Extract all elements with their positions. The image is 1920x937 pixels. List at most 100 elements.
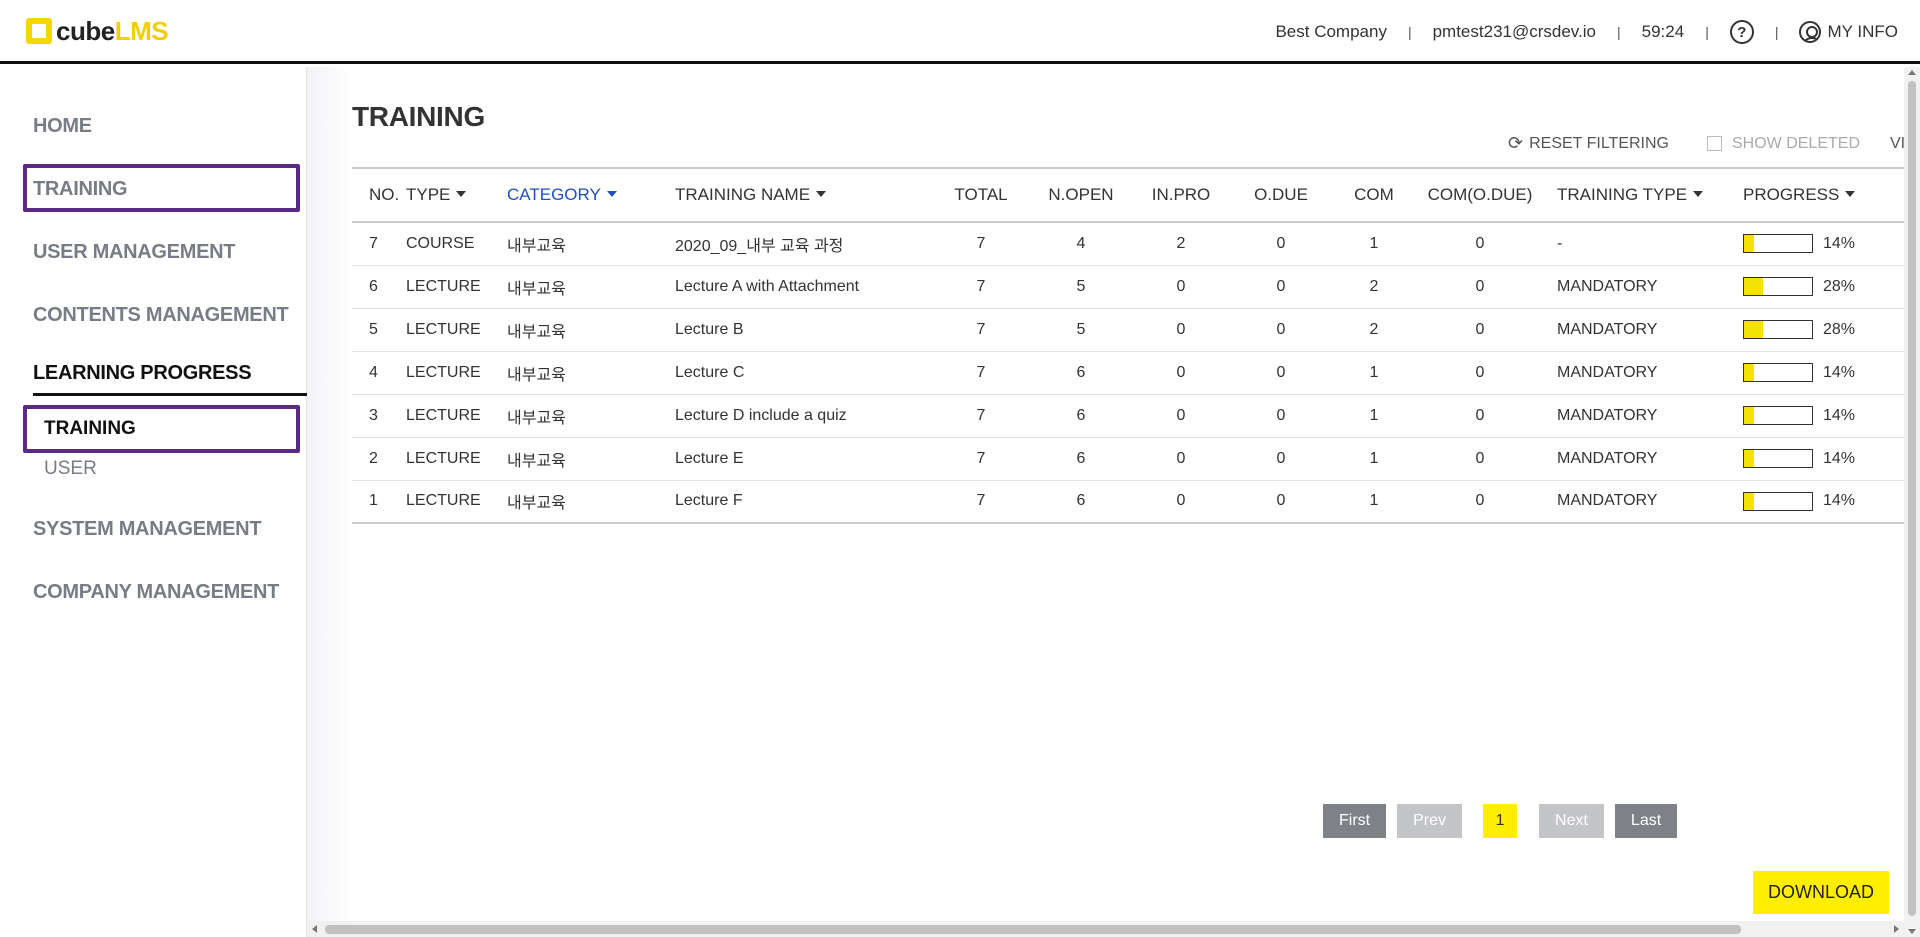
cell-total: 7 — [976, 492, 986, 510]
scroll-left-arrow-icon[interactable] — [312, 925, 317, 933]
table-row[interactable]: 2 LECTURE 내부교육 Lecture E 7 6 0 0 1 0 MANDATORY 14% — [352, 437, 1904, 480]
cell-no: 2 — [369, 449, 378, 467]
cell-o-due: 0 — [1276, 234, 1286, 252]
cell-category: 내부교육 — [507, 237, 566, 255]
cell-category: 내부교육 — [507, 366, 566, 384]
sidebar-item-contents-management[interactable]: CONTENTS MANAGEMENT — [33, 304, 289, 326]
cell-type: LECTURE — [406, 277, 481, 295]
cell-training-name[interactable]: Lecture A with Attachment — [675, 277, 860, 295]
progress-bar-fill — [1744, 235, 1754, 253]
cell-no: 1 — [369, 492, 378, 510]
cell-training-name[interactable]: Lecture E — [675, 449, 744, 467]
scroll-up-arrow-icon[interactable] — [1908, 70, 1916, 75]
cubelms-logo[interactable]: cubeLMS — [26, 16, 169, 46]
show-deleted-checkbox[interactable] — [1706, 136, 1722, 151]
view-option-truncated[interactable]: VI — [1890, 134, 1904, 152]
horizontal-scroll-thumb[interactable] — [325, 925, 1741, 934]
cell-progress: 14% — [1728, 351, 1904, 394]
cell-training-name[interactable]: Lecture C — [675, 363, 745, 381]
caret-down-icon[interactable] — [456, 190, 467, 197]
cell-n-open: 6 — [1076, 492, 1086, 510]
horizontal-scrollbar[interactable] — [307, 921, 1904, 937]
caret-down-icon[interactable] — [606, 190, 617, 197]
cell-in-pro: 0 — [1176, 277, 1186, 295]
my-info-label: MY INFO — [1827, 22, 1898, 41]
progress-bar — [1743, 406, 1813, 425]
caret-down-icon[interactable] — [1693, 190, 1704, 197]
sidebar-item-company-management[interactable]: COMPANY MANAGEMENT — [33, 581, 280, 603]
refresh-icon: ⟳ — [1508, 133, 1524, 153]
scroll-down-arrow-icon[interactable] — [1908, 929, 1916, 934]
reset-filtering-label: RESET FILTERING — [1529, 134, 1669, 152]
sidebar-item-learning-progress[interactable]: LEARNING PROGRESS — [33, 362, 252, 384]
help-icon[interactable]: ? — [1729, 20, 1754, 44]
reset-filtering-button[interactable]: ⟳ RESET FILTERING — [1508, 133, 1669, 154]
cell-training-name[interactable]: Lecture B — [675, 320, 744, 338]
cell-type: LECTURE — [406, 406, 481, 424]
col-header-training-name[interactable]: TRAINING NAME — [675, 168, 931, 222]
col-header-type[interactable]: TYPE — [406, 168, 507, 222]
cell-in-pro: 0 — [1176, 406, 1186, 424]
cell-o-due: 0 — [1276, 406, 1286, 424]
show-deleted-toggle[interactable]: SHOW DELETED — [1706, 134, 1860, 153]
caret-down-icon[interactable] — [1845, 190, 1856, 197]
col-header-progress[interactable]: PROGRESS — [1728, 168, 1904, 222]
separator: | — [1617, 24, 1621, 40]
col-header-training-type[interactable]: TRAINING TYPE — [1543, 168, 1728, 222]
table-row[interactable]: 6 LECTURE 내부교육 Lecture A with Attachment 7 5 0… — [352, 265, 1904, 308]
table-row[interactable]: 1 LECTURE 내부교육 Lecture F 7 6 0 0 1 0 MANDATORY 14% — [352, 480, 1904, 523]
table-row[interactable]: 5 LECTURE 내부교육 Lecture B 7 5 0 0 2 0 MANDATORY 28% — [352, 308, 1904, 351]
scroll-right-arrow-icon[interactable] — [1894, 925, 1899, 933]
table-row[interactable]: 7 COURSE 내부교육 2020_09_내부 교육 과정 7 4 2 0 1 0 - 14% — [352, 222, 1904, 265]
cell-total: 7 — [976, 449, 986, 467]
sidebar-item-user-management[interactable]: USER MANAGEMENT — [33, 241, 236, 263]
active-section-underline — [33, 393, 307, 396]
sidebar-item-home[interactable]: HOME — [33, 115, 92, 137]
cell-training-name[interactable]: 2020_09_내부 교육 과정 — [675, 237, 844, 255]
progress-indicator: 14% — [1743, 406, 1904, 425]
cell-training-name[interactable]: Lecture D include a quiz — [675, 406, 847, 424]
cell-type: COURSE — [406, 234, 475, 252]
progress-indicator: 28% — [1743, 277, 1904, 296]
prev-page-button[interactable]: Prev — [1397, 804, 1463, 838]
highlight-box — [23, 405, 300, 453]
download-button[interactable]: DOWNLOAD — [1753, 871, 1889, 914]
table-row[interactable]: 3 LECTURE 내부교육 Lecture D include a quiz 7 6 0 0… — [352, 394, 1904, 437]
vertical-scroll-thumb[interactable] — [1908, 81, 1916, 916]
cell-category: 내부교육 — [507, 409, 566, 427]
separator: | — [1774, 24, 1779, 40]
table-row[interactable]: 4 LECTURE 내부교육 Lecture C 7 6 0 0 1 0 MANDATORY 14% — [352, 351, 1904, 394]
sub-item-user[interactable]: USER — [44, 458, 97, 479]
vertical-scrollbar[interactable] — [1904, 67, 1920, 937]
page-number-button[interactable]: 1 — [1483, 804, 1518, 838]
cell-com-o-due: 0 — [1475, 320, 1485, 338]
my-info-button[interactable]: MY INFO — [1799, 21, 1898, 43]
sidebar-item-system-management[interactable]: SYSTEM MANAGEMENT — [33, 518, 262, 540]
first-page-button[interactable]: First — [1323, 804, 1387, 838]
progress-bar — [1743, 234, 1813, 254]
sidebar-item-training[interactable]: TRAINING — [33, 178, 128, 200]
cell-o-due: 0 — [1276, 492, 1286, 510]
cell-in-pro: 0 — [1176, 449, 1186, 467]
separator: | — [1705, 24, 1709, 40]
next-page-button[interactable]: Next — [1539, 804, 1604, 838]
caret-down-icon[interactable] — [816, 190, 827, 197]
progress-indicator: 28% — [1743, 320, 1904, 339]
progress-bar-fill — [1744, 450, 1754, 467]
cell-training-type: MANDATORY — [1557, 320, 1658, 338]
page-title: TRAINING — [352, 101, 485, 132]
progress-percent: 14% — [1823, 406, 1856, 424]
sub-item-training[interactable]: TRAINING — [44, 418, 136, 439]
cell-total: 7 — [976, 234, 986, 252]
cell-training-name[interactable]: Lecture F — [675, 492, 743, 510]
cell-com: 1 — [1369, 406, 1379, 424]
progress-indicator: 14% — [1743, 491, 1904, 511]
show-deleted-label: SHOW DELETED — [1731, 134, 1860, 152]
progress-percent: 14% — [1823, 449, 1856, 467]
cell-com: 1 — [1369, 363, 1379, 381]
last-page-button[interactable]: Last — [1614, 804, 1678, 838]
col-header-category[interactable]: CATEGORY — [507, 168, 675, 222]
cell-com-o-due: 0 — [1475, 277, 1485, 295]
progress-bar — [1743, 320, 1813, 339]
cell-in-pro: 0 — [1176, 492, 1186, 510]
